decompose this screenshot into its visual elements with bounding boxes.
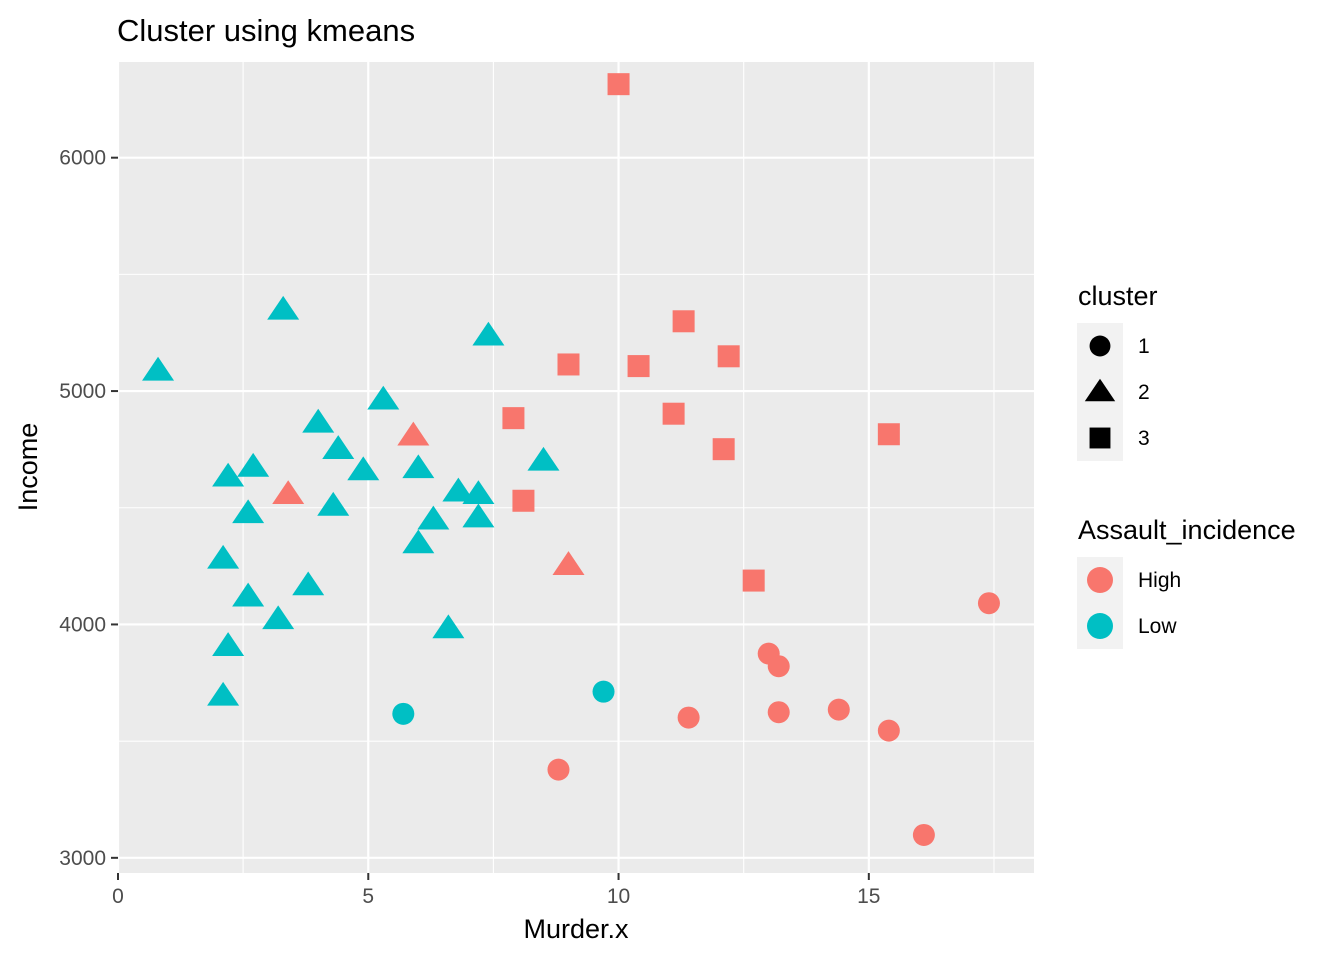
data-point-square bbox=[607, 73, 630, 96]
data-point-square bbox=[627, 355, 650, 378]
legend-circle-icon bbox=[1089, 335, 1111, 357]
y-axis: 3000 4000 5000 6000 bbox=[59, 147, 118, 870]
data-point-triangle bbox=[397, 421, 430, 446]
data-point-circle bbox=[877, 719, 900, 742]
data-point-triangle bbox=[347, 456, 380, 481]
data-point-triangle bbox=[212, 462, 245, 487]
data-point-circle bbox=[592, 680, 615, 703]
y-tick-label: 6000 bbox=[59, 147, 106, 170]
data-point-circle bbox=[392, 702, 415, 725]
y-tick-label: 4000 bbox=[59, 613, 106, 636]
x-tick-label: 0 bbox=[112, 885, 124, 908]
data-point-triangle bbox=[262, 605, 295, 630]
data-point-square bbox=[742, 569, 765, 592]
minor-gridlines bbox=[118, 62, 1034, 873]
y-axis-title: Income bbox=[13, 423, 43, 512]
data-point-triangle bbox=[367, 385, 400, 410]
data-point-triangle bbox=[267, 295, 300, 320]
x-tick-label: 10 bbox=[607, 885, 630, 908]
legend-title-cluster: cluster bbox=[1078, 281, 1158, 311]
y-tick-label: 3000 bbox=[59, 847, 106, 870]
legend-label-3: 3 bbox=[1138, 427, 1150, 450]
data-point-square bbox=[502, 407, 525, 430]
data-point-square bbox=[717, 345, 740, 368]
x-tick-label: 5 bbox=[362, 885, 374, 908]
data-point-square bbox=[557, 353, 580, 376]
data-point-circle bbox=[977, 592, 1000, 615]
data-point-square bbox=[672, 310, 695, 333]
legend-label-low: Low bbox=[1138, 615, 1177, 638]
legend-swatch-low bbox=[1087, 613, 1113, 639]
data-point-triangle bbox=[462, 503, 495, 528]
data-point-square bbox=[712, 438, 735, 461]
legend-area: cluster 1 2 3 Assault_incidence High Low bbox=[1077, 281, 1296, 649]
y-tick-label: 5000 bbox=[59, 380, 106, 403]
data-point-triangle bbox=[207, 681, 240, 706]
data-point-triangle bbox=[232, 499, 265, 524]
data-point-square bbox=[662, 402, 685, 425]
data-point-triangle bbox=[527, 446, 560, 471]
data-point-triangle bbox=[272, 480, 305, 505]
data-point-triangle bbox=[417, 505, 450, 530]
data-point-triangle bbox=[207, 544, 240, 569]
data-point-triangle bbox=[402, 454, 435, 479]
data-point-triangle bbox=[432, 614, 465, 639]
legend-square-icon bbox=[1089, 427, 1111, 449]
data-point-circle bbox=[767, 701, 790, 724]
chart-title: Cluster using kmeans bbox=[117, 13, 415, 48]
data-point-triangle bbox=[212, 632, 245, 656]
data-point-triangle bbox=[442, 477, 475, 502]
legend-label-2: 2 bbox=[1138, 381, 1150, 404]
data-point-triangle bbox=[402, 529, 435, 554]
data-point-circle bbox=[912, 823, 935, 846]
data-point-triangle bbox=[552, 551, 585, 575]
data-point-triangle bbox=[322, 435, 355, 459]
data-point-circle bbox=[547, 758, 570, 781]
data-point-triangle bbox=[232, 582, 265, 607]
data-point-triangle bbox=[292, 571, 325, 596]
data-point-circle bbox=[677, 706, 700, 729]
data-point-triangle bbox=[302, 408, 335, 433]
x-axis-title: Murder.x bbox=[523, 914, 629, 944]
data-point-triangle bbox=[462, 480, 495, 505]
data-point-triangle bbox=[142, 356, 175, 381]
legend-triangle-icon bbox=[1084, 378, 1116, 402]
data-point-triangle bbox=[472, 321, 505, 346]
data-point-square bbox=[877, 423, 900, 446]
major-gridlines bbox=[116, 62, 1034, 873]
x-tick-label: 15 bbox=[857, 885, 880, 908]
data-point-triangle bbox=[317, 491, 350, 516]
data-point-circle bbox=[827, 698, 850, 721]
data-point-square bbox=[512, 489, 535, 512]
data-points bbox=[142, 73, 1000, 846]
legend-title-assault-incidence: Assault_incidence bbox=[1078, 515, 1296, 545]
legend-label-1: 1 bbox=[1138, 335, 1150, 358]
data-point-triangle bbox=[237, 452, 270, 477]
data-point-circle bbox=[767, 655, 790, 678]
legend-label-high: High bbox=[1138, 569, 1181, 592]
legend-swatch-high bbox=[1087, 567, 1113, 593]
x-axis: 0 5 10 15 bbox=[112, 873, 880, 908]
